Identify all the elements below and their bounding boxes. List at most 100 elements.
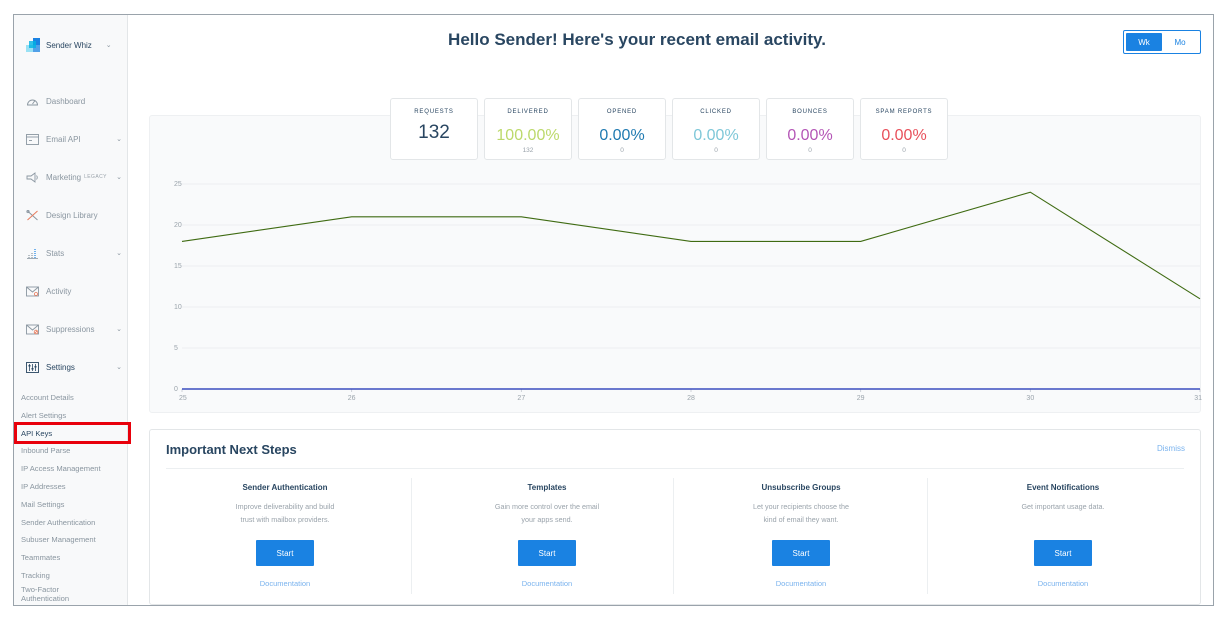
step-title: Unsubscribe Groups xyxy=(761,483,841,492)
step-title: Sender Authentication xyxy=(242,483,328,492)
account-name: Sender Whiz xyxy=(46,40,92,50)
y-tick-label: 20 xyxy=(174,222,182,229)
stat-value: 132 xyxy=(418,122,450,143)
y-tick-label: 10 xyxy=(174,304,182,311)
submenu-two-factor-authentication[interactable]: Two-Factor Authentication xyxy=(21,584,70,603)
sidebar-item-settings[interactable]: Settings ⌄ xyxy=(26,358,126,376)
sidebar-item-stats[interactable]: Stats ⌄ xyxy=(26,244,126,262)
activity-line-chart: 0 5 10 15 20 25 25 26 27 28 29 30 31 xyxy=(174,181,1202,402)
stat-card-bounces[interactable]: BOUNCES 0.00% 0 xyxy=(766,98,854,160)
submenu-ip-access-management[interactable]: IP Access Management xyxy=(21,464,101,474)
bar-stats-icon xyxy=(26,248,39,259)
sidebar-item-email-api[interactable]: Email API ⌄ xyxy=(26,130,126,148)
chevron-down-icon: ⌄ xyxy=(116,326,122,333)
envelope-search-icon xyxy=(26,286,39,297)
step-description: Get important usage data. xyxy=(1021,502,1105,511)
sidebar-item-marketing[interactable]: Marketing LEGACY ⌄ xyxy=(26,168,126,186)
stat-sub: 0 xyxy=(620,147,624,154)
documentation-link[interactable]: Documentation xyxy=(521,579,573,588)
submenu-inbound-parse[interactable]: Inbound Parse xyxy=(21,446,71,456)
start-button[interactable]: Start xyxy=(1034,540,1092,566)
x-tick-label: 30 xyxy=(1026,395,1034,402)
chevron-down-icon: ⌄ xyxy=(116,174,122,181)
step-unsubscribe-groups: Unsubscribe Groups Let your recipients c… xyxy=(674,478,928,598)
y-tick-label: 0 xyxy=(174,386,178,393)
megaphone-icon xyxy=(26,171,39,183)
start-button[interactable]: Start xyxy=(256,540,314,566)
step-templates: Templates Gain more control over the ema… xyxy=(420,478,674,598)
x-tick-label: 31 xyxy=(1194,395,1202,402)
sidebar-item-activity[interactable]: Activity xyxy=(26,282,126,300)
y-tick-label: 25 xyxy=(174,181,182,188)
sidebar-item-dashboard[interactable]: Dashboard xyxy=(26,92,126,110)
next-steps-title: Important Next Steps xyxy=(166,442,297,457)
dismiss-link[interactable]: Dismiss xyxy=(1157,444,1185,453)
sliders-icon xyxy=(26,361,39,373)
chevron-down-icon: ⌄ xyxy=(116,136,122,143)
stat-label: BOUNCES xyxy=(792,109,828,115)
stat-sub: 0 xyxy=(714,147,718,154)
stat-label: SPAM REPORTS xyxy=(875,109,933,115)
stat-value: 0.00% xyxy=(881,127,927,144)
documentation-link[interactable]: Documentation xyxy=(775,579,827,588)
sidebar-item-label: Design Library xyxy=(46,210,98,220)
legacy-badge: LEGACY xyxy=(84,174,107,180)
gauge-icon xyxy=(26,96,39,107)
stat-value: 100.00% xyxy=(496,127,560,144)
start-button[interactable]: Start xyxy=(518,540,576,566)
x-tick-label: 25 xyxy=(179,395,187,402)
submenu-ip-addresses[interactable]: IP Addresses xyxy=(21,481,66,491)
sidebar-item-label: Stats xyxy=(46,248,65,258)
sidebar-item-label: Dashboard xyxy=(46,96,86,106)
sidebar-item-label: Suppressions xyxy=(46,324,95,334)
divider xyxy=(673,478,674,594)
sidebar-item-design-library[interactable]: Design Library xyxy=(26,206,126,224)
toggle-month[interactable]: Mo xyxy=(1174,37,1186,47)
start-button[interactable]: Start xyxy=(772,540,830,566)
stat-card-requests[interactable]: REQUESTS 132 xyxy=(390,98,478,160)
documentation-link[interactable]: Documentation xyxy=(259,579,311,588)
sidebar: Sender Whiz ⌄ Dashboard Email API ⌄ Mark… xyxy=(14,15,128,605)
stat-value: 0.00% xyxy=(787,127,833,144)
code-window-icon xyxy=(26,133,39,145)
stat-card-spam-reports[interactable]: SPAM REPORTS 0.00% 0 xyxy=(860,98,948,160)
submenu-tracking[interactable]: Tracking xyxy=(21,570,50,580)
submenu-subuser-management[interactable]: Subuser Management xyxy=(21,535,96,545)
y-tick-label: 5 xyxy=(174,345,178,352)
divider xyxy=(927,478,928,594)
y-tick-label: 15 xyxy=(174,263,182,270)
tools-icon xyxy=(26,209,39,221)
step-event-notifications: Event Notifications Get important usage … xyxy=(936,478,1190,598)
x-tick-label: 27 xyxy=(517,395,525,402)
submenu-account-details[interactable]: Account Details xyxy=(21,393,74,402)
documentation-link[interactable]: Documentation xyxy=(1037,579,1089,588)
highlight-annotation-box xyxy=(14,422,131,444)
sidebar-item-label: Email API xyxy=(46,134,81,144)
chevron-down-icon: ⌄ xyxy=(116,364,122,371)
stat-sub: 0 xyxy=(808,147,812,154)
stat-value: 0.00% xyxy=(693,127,739,144)
series-line xyxy=(181,191,1201,300)
submenu-api-keys[interactable]: API Keys xyxy=(21,428,53,438)
divider xyxy=(411,478,412,594)
sidebar-item-suppressions[interactable]: Suppressions ⌄ xyxy=(26,320,126,338)
x-tick-label: 28 xyxy=(687,395,695,402)
stat-card-opened[interactable]: OPENED 0.00% 0 xyxy=(578,98,666,160)
submenu-teammates[interactable]: Teammates xyxy=(21,553,61,563)
step-description: Improve deliverability and build trust w… xyxy=(235,502,335,524)
stat-card-delivered[interactable]: DELIVERED 100.00% 132 xyxy=(484,98,572,160)
stat-card-clicked[interactable]: CLICKED 0.00% 0 xyxy=(672,98,760,160)
stat-sub: 132 xyxy=(522,147,534,154)
submenu-alert-settings[interactable]: Alert Settings xyxy=(21,410,67,420)
submenu-sender-authentication[interactable]: Sender Authentication xyxy=(21,517,96,527)
toggle-week[interactable]: Wk xyxy=(1126,33,1162,51)
account-switcher[interactable]: Sender Whiz ⌄ xyxy=(26,35,126,55)
submenu-mail-settings[interactable]: Mail Settings xyxy=(21,499,65,509)
period-toggle[interactable]: Wk Mo xyxy=(1123,30,1201,54)
step-description: Let your recipients choose the kind of e… xyxy=(753,502,849,524)
page-title: Hello Sender! Here's your recent email a… xyxy=(448,30,826,49)
sidebar-item-label: Settings xyxy=(46,362,75,372)
brand-logo-icon xyxy=(26,38,40,52)
next-steps-panel: Important Next Steps Dismiss Sender Auth… xyxy=(149,429,1201,605)
stat-label: CLICKED xyxy=(700,109,732,115)
